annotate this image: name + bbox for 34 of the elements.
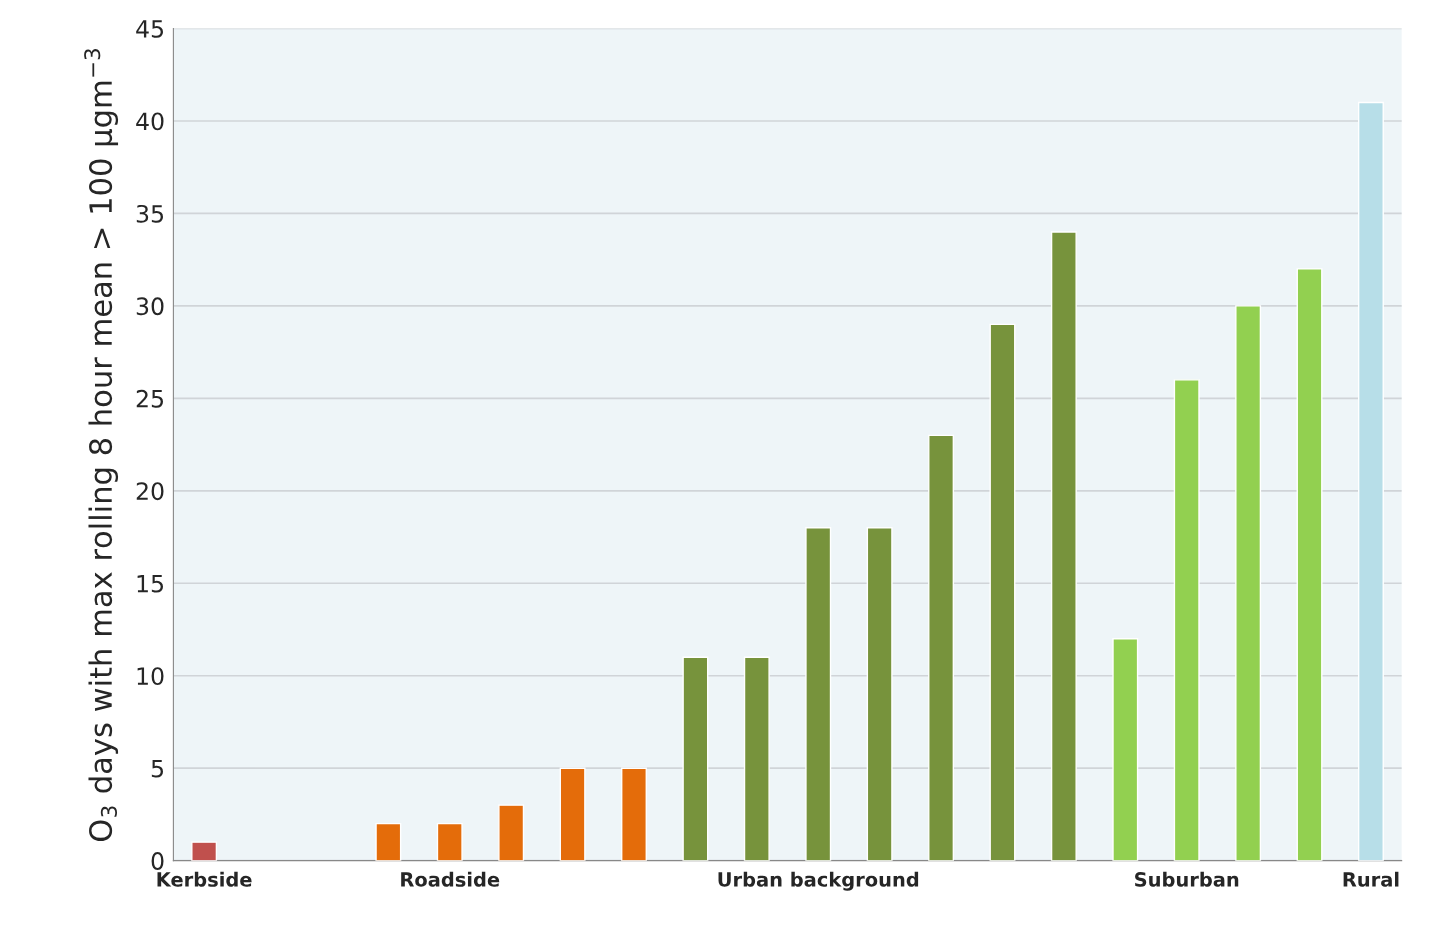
- bar: [1296, 268, 1323, 861]
- bar: [989, 323, 1016, 861]
- y-tick-label: 40: [136, 112, 164, 131]
- bar: [498, 804, 525, 861]
- y-tick-label: 0: [151, 852, 164, 870]
- x-tick-label: Suburban: [1135, 871, 1239, 887]
- y-tick-label: 30: [136, 297, 164, 316]
- bar: [743, 656, 770, 861]
- bar: [866, 527, 893, 861]
- bar: [1235, 305, 1262, 861]
- x-tick-label: Urban background: [718, 871, 919, 891]
- x-tick-label: Rural: [1343, 871, 1399, 887]
- bar: [1357, 101, 1384, 861]
- bar: [191, 841, 218, 861]
- x-tick-label: Roadside: [401, 871, 500, 887]
- bar: [559, 767, 586, 861]
- bar: [621, 767, 647, 861]
- bar: [436, 822, 463, 861]
- x-tick-label: Kerbside: [157, 871, 252, 887]
- y-tick-label: 45: [136, 20, 163, 38]
- bar: [1112, 638, 1139, 861]
- y-tick-label: 35: [136, 204, 163, 223]
- bar: [1173, 379, 1200, 861]
- y-tick-label: 20: [136, 482, 164, 501]
- y-tick-label: 25: [136, 389, 163, 408]
- bar: [805, 527, 832, 861]
- bar: [375, 822, 402, 861]
- bar: [1050, 231, 1077, 861]
- y-tick-label: 15: [137, 575, 163, 593]
- y-tick-label: 5: [151, 759, 163, 778]
- bar: [928, 434, 955, 861]
- bar: [682, 656, 709, 861]
- y-tick-label: 10: [137, 667, 164, 686]
- y-axis-title: O$_{3}$ days with max rolling 8 hour mean > 100 µgm$^{−3}$: [84, 49, 119, 842]
